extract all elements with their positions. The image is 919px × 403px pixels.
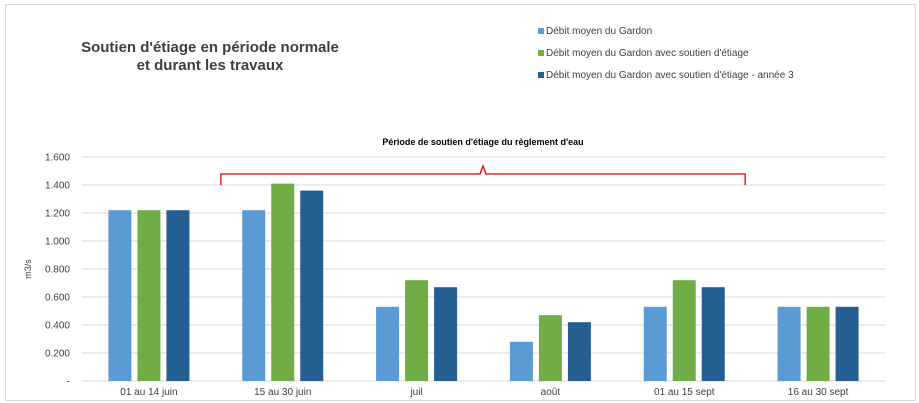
x-tick-label-3: août — [541, 387, 561, 398]
chart-title-line-2: et durant les travaux — [136, 57, 284, 74]
bar-series-2-5 — [806, 306, 830, 381]
chart-title: Soutien d'étiage en période normale et d… — [60, 39, 360, 75]
bar-series-1-5 — [777, 306, 801, 381]
y-tick-label-2: 0.400 — [45, 321, 70, 332]
legend-label-series-3: Débit moyen du Gardon avec soutien d'éti… — [546, 69, 794, 81]
y-tick-label-4: 0.800 — [45, 265, 70, 276]
legend-item-series-2: Débit moyen du Gardon avec soutien d'éti… — [538, 42, 794, 64]
bar-series-1-3 — [509, 341, 533, 381]
bar-series-1-1 — [242, 210, 266, 381]
bar-series-2-3 — [538, 315, 562, 381]
bar-series-3-2 — [434, 287, 458, 381]
bar-series-2-4 — [672, 280, 696, 381]
bar-series-1-0 — [108, 210, 132, 381]
annotation-label: Période de soutien d'étiage du règlement… — [382, 137, 583, 147]
legend-label-series-1: Débit moyen du Gardon — [546, 25, 653, 37]
annotation-bracket — [220, 164, 746, 185]
bar-series-2-0 — [137, 210, 161, 381]
legend-label-series-2: Débit moyen du Gardon avec soutien d'éti… — [546, 47, 749, 59]
x-tick-label-1: 15 au 30 juin — [254, 387, 311, 398]
y-tick-label-5: 1.000 — [45, 237, 70, 248]
chart-title-line-1: Soutien d'étiage en période normale — [81, 39, 339, 56]
legend-swatch-series-2 — [538, 50, 544, 56]
y-tick-label-1: 0.200 — [45, 349, 70, 360]
bar-series-3-4 — [701, 287, 725, 381]
bar-series-1-4 — [643, 306, 667, 381]
y-tick-label-3: 0.600 — [45, 293, 70, 304]
legend-item-series-1: Débit moyen du Gardon — [538, 20, 794, 42]
y-axis-label: m3/s — [23, 259, 33, 279]
legend-item-series-3: Débit moyen du Gardon avec soutien d'éti… — [538, 64, 794, 86]
bar-series-3-0 — [166, 210, 190, 381]
bar-series-2-2 — [405, 280, 429, 381]
x-tick-label-5: 16 au 30 sept — [788, 387, 849, 398]
bar-series-1-2 — [376, 306, 400, 381]
bar-series-2-1 — [271, 183, 295, 381]
bar-series-3-5 — [835, 306, 859, 381]
x-tick-label-0: 01 au 14 juin — [120, 387, 177, 398]
x-tick-label-2: juil — [409, 387, 422, 398]
bar-series-3-1 — [300, 190, 324, 381]
y-tick-label-8: 1.600 — [45, 153, 70, 164]
y-tick-label-6: 1.200 — [45, 209, 70, 220]
y-tick-label-7: 1.400 — [45, 181, 70, 192]
legend-swatch-series-1 — [538, 28, 544, 34]
chart-legend: Débit moyen du Gardon Débit moyen du Gar… — [538, 20, 794, 86]
x-tick-label-4: 01 au 15 sept — [654, 387, 715, 398]
legend-swatch-series-3 — [538, 72, 544, 78]
bar-series-3-3 — [567, 322, 591, 381]
y-tick-label-0: - — [67, 377, 70, 388]
